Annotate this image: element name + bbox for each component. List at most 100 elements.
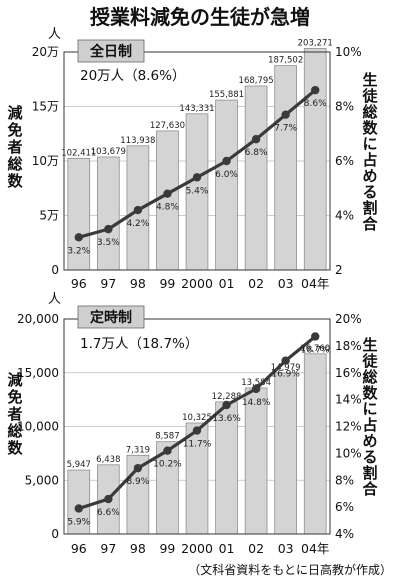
y2-axis-label-char: 総 xyxy=(362,103,377,121)
ratio-point xyxy=(222,400,231,410)
ratio-value-label: 6.0% xyxy=(215,170,238,180)
ratio-point xyxy=(133,463,143,473)
ratio-point xyxy=(163,189,172,198)
y-unit-label: 人 xyxy=(48,27,61,42)
bar xyxy=(96,156,120,271)
x-tick-label: 97 xyxy=(100,276,116,291)
ratio-value-label: 5.9% xyxy=(67,517,90,527)
bar-value-label: 7,319 xyxy=(126,445,150,455)
ratio-value-label: 14.8% xyxy=(242,398,271,408)
y-tick-label: 20,000 xyxy=(17,312,59,326)
bar-value-label: 13,584 xyxy=(241,378,271,388)
ratio-point xyxy=(104,494,113,504)
x-tick-label: 96 xyxy=(71,541,87,556)
y2-tick-label: 6% xyxy=(335,154,354,168)
y2-axis-label-char: 生 xyxy=(362,71,377,89)
bar xyxy=(303,48,327,271)
y2-axis-label-char: 徒 xyxy=(361,352,378,370)
x-tick-label: 03 xyxy=(278,541,294,556)
y2-tick-label: 2 xyxy=(335,263,343,277)
bar-value-label: 6,438 xyxy=(96,455,120,465)
y-axis-label-char: 総 xyxy=(7,155,22,173)
x-tick-label: 97 xyxy=(100,541,116,556)
ratio-point xyxy=(251,384,261,394)
y2-axis-label-char: め xyxy=(362,432,377,450)
ratio-value-label: 11.7% xyxy=(183,440,212,450)
y-tick-label: 5,000 xyxy=(25,473,59,487)
ratio-value-label: 5.4% xyxy=(186,186,209,196)
y2-tick-label: 10% xyxy=(335,45,362,59)
y-tick-label: 0 xyxy=(51,263,59,277)
ratio-point xyxy=(104,224,113,234)
y2-axis-label-char: 占 xyxy=(362,151,377,169)
x-tick-label: 2000 xyxy=(181,276,213,291)
ratio-value-label: 8.9% xyxy=(126,477,149,487)
bar xyxy=(274,372,298,535)
ratio-value-label: 10.2% xyxy=(153,460,182,470)
ratio-value-label: 3.5% xyxy=(97,238,120,248)
ratio-value-label: 7.7% xyxy=(274,124,297,134)
ratio-value-label: 4.8% xyxy=(156,203,179,213)
bar-value-label: 103,679 xyxy=(91,147,126,157)
y2-tick-label: 12% xyxy=(335,420,362,434)
bar-value-label: 5,947 xyxy=(67,460,91,470)
y-axis-label-char: 者 xyxy=(7,405,22,423)
ratio-point xyxy=(281,356,290,365)
panel-name: 定時制 xyxy=(90,309,132,326)
plot-frame xyxy=(63,318,331,535)
bar xyxy=(215,99,238,271)
bar-value-label: 8,587 xyxy=(155,432,179,442)
y2-axis-label-char: に xyxy=(362,135,377,153)
y2-tick-label: 4% xyxy=(335,527,354,541)
y2-axis-label-char: 占 xyxy=(362,416,377,434)
ratio-point xyxy=(222,156,231,166)
ratio-value-label: 13.6% xyxy=(212,414,241,424)
ratio-point xyxy=(74,504,83,513)
panel-badge xyxy=(77,305,145,329)
y-axis-label-char: 減 xyxy=(7,104,22,122)
panel-summary: 1.7万人（18.7%） xyxy=(80,336,198,352)
y2-axis-label-char: 生 xyxy=(362,336,377,354)
ratio-value-label: 8.6% xyxy=(304,99,327,109)
x-tick-label: 01 xyxy=(219,541,235,556)
ratio-value-label: 3.2% xyxy=(67,246,90,256)
chart-title: 授業料減免の生徒が急増 xyxy=(90,5,310,29)
y2-tick-label: 20% xyxy=(335,312,362,326)
bar-value-label: 127,630 xyxy=(150,121,185,131)
x-tick-label: 03 xyxy=(278,276,294,291)
x-tick-label: 02 xyxy=(248,276,264,291)
ratio-value-label: 4.2% xyxy=(126,219,149,229)
chart-panel-0: 0 5万 10万 15万 20万 2 4% 6% 8% 10% 96 97 98 99 2000 01 02 03… xyxy=(32,27,362,291)
y2-tick-label: 8% xyxy=(335,473,354,487)
x-tick-label: 96 xyxy=(71,276,87,291)
ratio-point xyxy=(281,110,290,119)
y-axis-label-char: 者 xyxy=(7,138,22,156)
y2-tick-label: 14% xyxy=(335,393,362,407)
ratio-point xyxy=(133,205,143,215)
bar xyxy=(244,85,268,271)
y2-axis-label-char: 数 xyxy=(362,384,378,402)
bar-value-label: 203,271 xyxy=(298,38,333,48)
y2-tick-label: 4% xyxy=(335,209,354,223)
bar-value-label: 10,325 xyxy=(182,413,212,423)
y-tick-label: 5万 xyxy=(39,209,59,223)
bar-value-label: 168,795 xyxy=(239,76,274,86)
ratio-value-label: 6.6% xyxy=(97,508,120,518)
y2-axis-label-char: 割 xyxy=(362,464,377,482)
y-axis-label-char: 数 xyxy=(7,172,23,190)
bar-value-label: 155,881 xyxy=(209,90,244,100)
y-tick-label: 10万 xyxy=(32,154,59,168)
x-tick-label: 99 xyxy=(159,541,175,556)
y2-axis-label-char: 合 xyxy=(361,215,378,233)
y2-tick-label: 18% xyxy=(335,339,362,353)
ratio-point xyxy=(163,446,172,455)
ratio-point xyxy=(192,173,202,182)
plot-frame xyxy=(63,51,331,271)
y2-axis-label-char: 総 xyxy=(362,368,377,386)
y2-tick-label: 10% xyxy=(335,446,362,460)
y-tick-label: 15,000 xyxy=(17,366,59,380)
x-tick-label: 99 xyxy=(159,276,175,291)
